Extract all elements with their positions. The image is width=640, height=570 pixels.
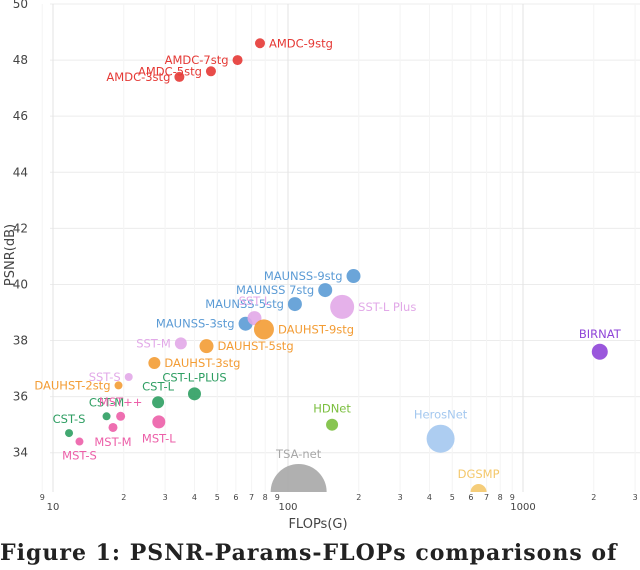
y-axis-title: PSNR(dB) <box>3 224 18 286</box>
point-amdc-5stg <box>205 66 216 77</box>
point-tsa-net <box>270 464 327 492</box>
point-sst-l-plus <box>330 294 355 319</box>
label-amdc-3stg: AMDC-3stg <box>106 70 170 84</box>
point-amdc-9stg <box>254 38 265 49</box>
label-dauhst-2stg: DAUHST-2stg <box>34 378 110 392</box>
label-dgsmp: DGSMP <box>458 467 500 481</box>
label-amdc-9stg: AMDC-9stg <box>269 36 333 50</box>
point-dgsmp <box>470 484 487 492</box>
x-minor-tick-label: 3 <box>163 493 168 502</box>
gridlines <box>41 3 640 492</box>
label-maunss-5stg: MAUNSS-5stg <box>205 297 284 311</box>
point-dauhst-9stg <box>253 319 274 340</box>
point-cst-m <box>102 412 111 421</box>
point-birnat <box>591 343 608 360</box>
label-sst-s: SST-S <box>89 370 121 384</box>
point-cst-l-plus <box>187 387 201 401</box>
y-tick-label: 42 <box>13 221 28 235</box>
label-birnat: BIRNAT <box>579 327 622 341</box>
point-maunss-7stg <box>318 283 333 298</box>
label-hdnet: HDNet <box>313 402 351 416</box>
x-axis-title: FLOPs(G) <box>288 517 347 532</box>
point-maunss-9stg <box>346 269 361 284</box>
x-minor-tick-label: 6 <box>468 493 473 502</box>
x-tick-label: 1000 <box>510 502 535 513</box>
point-mst-s <box>75 437 84 446</box>
x-minor-tick-label: 9 <box>40 493 45 502</box>
label-cst-l-plus: CST-L-PLUS <box>162 370 226 384</box>
x-minor-tick-label: 4 <box>427 493 432 502</box>
label-mst-: MST++ <box>99 395 143 409</box>
point-maunss-5stg <box>287 297 302 312</box>
y-tick-label: 34 <box>13 446 28 460</box>
point-herosnet <box>426 424 455 453</box>
label-sst-l: SST L <box>239 294 271 308</box>
point-amdc-3stg <box>174 71 185 82</box>
label-dauhst-3stg: DAUHST-3stg <box>164 356 240 370</box>
x-minor-tick-label: 9 <box>275 493 280 502</box>
x-minor-tick-label: 8 <box>263 493 268 502</box>
y-tick-label: 40 <box>13 277 28 291</box>
figure-caption: Figure 1: PSNR-Params-FLOPs comparisons … <box>0 540 618 566</box>
point-cst-l <box>152 396 165 409</box>
x-minor-tick-label: 8 <box>498 493 503 502</box>
label-herosnet: HerosNet <box>414 408 468 422</box>
label-mst-s: MST-S <box>62 449 97 463</box>
label-dauhst-5stg: DAUHST-5stg <box>218 339 294 353</box>
x-minor-tick-label: 4 <box>192 493 197 502</box>
data-points <box>65 38 608 492</box>
point-dauhst-5stg <box>199 339 214 354</box>
x-minor-tick-label: 5 <box>215 493 220 502</box>
point-sst-m <box>174 337 187 350</box>
point-mst-m <box>108 422 118 432</box>
label-mst-m: MST-M <box>94 435 131 449</box>
label-maunss-9stg: MAUNSS-9stg <box>264 269 343 283</box>
point-dauhst-2stg <box>114 381 123 390</box>
y-axis-ticks: 34 36 38 40 42 44 46 48 50 <box>13 0 28 460</box>
y-tick-label: 50 <box>13 0 28 11</box>
x-minor-tick-label: 7 <box>249 493 254 502</box>
x-minor-tick-label: 6 <box>233 493 238 502</box>
x-tick-label: 100 <box>278 502 297 513</box>
label-cst-m: CST-M <box>89 395 124 409</box>
y-tick-label: 36 <box>13 390 28 404</box>
x-minor-tick-label: 9 <box>510 493 515 502</box>
point-cst-s <box>65 429 74 438</box>
y-tick-label: 44 <box>13 165 28 179</box>
label-maunss-3stg: MAUNSS-3stg <box>156 317 235 331</box>
y-tick-label: 48 <box>13 53 28 67</box>
x-minor-tick-label: 2 <box>591 493 596 502</box>
label-tsa-net: TSA-net <box>275 447 322 461</box>
x-tick-label: 10 <box>47 502 60 513</box>
x-minor-tick-label: 2 <box>356 493 361 502</box>
point-mst- <box>116 411 126 421</box>
label-amdc-7stg: AMDC-7stg <box>165 53 229 67</box>
y-tick-label: 46 <box>13 109 28 123</box>
x-minor-tick-label: 7 <box>484 493 489 502</box>
label-mst-l: MST-L <box>142 431 176 445</box>
label-sst-l-plus: SST-L Plus <box>358 300 416 314</box>
label-dauhst-9stg: DAUHST-9stg <box>278 322 354 336</box>
point-amdc-7stg <box>232 55 243 66</box>
x-minor-tick-label: 3 <box>633 493 638 502</box>
x-minor-tick-label: 2 <box>121 493 126 502</box>
x-minor-tick-label: 5 <box>450 493 455 502</box>
point-sst-s <box>124 373 133 382</box>
label-maunss-7stg: MAUNSS 7stg <box>236 283 314 297</box>
point-hdnet <box>326 418 339 431</box>
label-cst-s: CST-S <box>53 412 86 426</box>
point-mst-l <box>152 415 166 429</box>
x-minor-tick-label: 3 <box>398 493 403 502</box>
y-tick-label: 38 <box>13 334 28 348</box>
label-amdc-5stg: AMDC-5stg <box>138 64 202 78</box>
label-cst-l: CST-L <box>142 379 174 393</box>
point-dauhst-3stg <box>148 356 161 369</box>
label-sst-m: SST-M <box>136 336 171 350</box>
